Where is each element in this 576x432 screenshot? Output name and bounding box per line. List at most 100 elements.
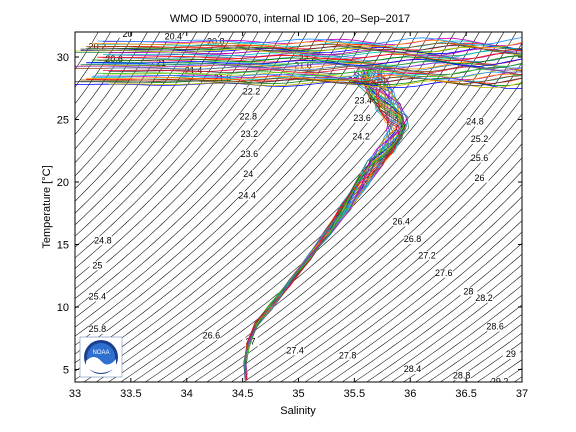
contour-label-background — [471, 153, 489, 163]
surface-profile-line — [91, 71, 522, 80]
contour-label-background — [471, 135, 489, 144]
surface-profile-line — [75, 46, 522, 56]
density-contour-line — [366, 264, 522, 382]
contour-label: 27.4 — [286, 345, 304, 355]
y-tick-label: 20 — [57, 177, 69, 189]
contour-label-background — [240, 112, 258, 122]
density-contour-line — [280, 183, 522, 382]
surface-profile-line — [97, 37, 522, 46]
density-contour-line — [75, 32, 333, 309]
contour-label: 25.8 — [89, 324, 107, 334]
contour-label-background — [354, 113, 372, 123]
contour-label-background — [404, 235, 422, 244]
density-contour-line — [391, 284, 522, 382]
contour-label: 20.6 — [105, 54, 123, 64]
y-axis-label: Temperature [°C] — [41, 165, 53, 248]
contour-label: 28.4 — [404, 364, 422, 374]
ts-profile-line — [243, 68, 410, 375]
contour-label: 22.2 — [299, 53, 317, 63]
contour-label: 29 — [506, 349, 516, 359]
density-contour-line — [75, 32, 124, 105]
surface-profile-line — [86, 58, 522, 67]
contour-label-background — [241, 130, 259, 139]
surface-profile-line — [97, 69, 522, 78]
density-contour-line — [75, 32, 161, 150]
x-tick-label: 35 — [292, 388, 304, 400]
contour-label-background — [239, 191, 257, 201]
surface-profile-line — [108, 50, 522, 60]
density-contour-line — [108, 32, 468, 382]
density-contour-line — [231, 128, 522, 382]
contour-label: 22.8 — [239, 112, 257, 122]
contour-label-background — [106, 55, 124, 64]
contour-label: 27.2 — [418, 250, 436, 260]
density-contour-line — [317, 220, 522, 382]
density-contour-line — [75, 32, 136, 121]
contour-label-background — [214, 73, 232, 83]
contour-label: 23.6 — [241, 149, 259, 159]
contour-label-background — [287, 346, 305, 356]
contour-label: 26.8 — [404, 234, 422, 244]
density-contour-line — [268, 170, 522, 382]
density-contour-line — [75, 32, 357, 328]
x-tick-label: 34 — [181, 388, 193, 400]
density-contour-line — [157, 32, 517, 382]
y-tick-label: 15 — [57, 240, 69, 252]
contour-label-background — [355, 96, 373, 106]
density-contour-line — [75, 32, 148, 136]
contour-label: 20.8 — [207, 37, 225, 47]
contour-label: 20 — [123, 29, 133, 39]
chart-title: WMO ID 5900070, internal ID 106, 20–Sep–… — [170, 13, 410, 25]
density-contour-line — [75, 32, 320, 299]
contour-label: 25.6 — [471, 153, 489, 163]
contour-label-background — [94, 236, 112, 246]
density-contour-line — [403, 294, 522, 382]
contour-label: 24.4 — [238, 190, 256, 200]
svg-text:NOAA: NOAA — [92, 350, 109, 356]
density-contour-line — [219, 113, 522, 382]
contour-label-background — [435, 268, 453, 278]
contour-label: 28 — [463, 287, 473, 297]
contour-label-background — [453, 371, 471, 381]
contour-label: 24.8 — [466, 117, 484, 127]
contour-label: 26 — [475, 173, 485, 183]
contour-label: 25.2 — [471, 134, 489, 144]
ts-profile-line — [244, 66, 404, 377]
density-contour-line — [169, 42, 522, 382]
contour-label: 23.6 — [353, 113, 371, 123]
contour-label-background — [502, 350, 520, 359]
density-contour-line — [341, 242, 522, 382]
surface-profile-line — [86, 44, 522, 53]
contour-label: 21.4 — [185, 65, 203, 75]
surface-profile-line — [102, 66, 522, 76]
density-contour-line — [75, 32, 394, 355]
contour-label-background — [165, 32, 183, 42]
contour-label-background — [241, 150, 259, 159]
density-contour-line — [75, 32, 345, 319]
density-contour-line — [329, 231, 522, 382]
contour-label-background — [89, 325, 107, 334]
surface-profile-line — [86, 42, 522, 51]
surface-profile-line — [86, 73, 522, 83]
density-contour-line — [83, 32, 443, 382]
contour-label-background — [353, 132, 371, 142]
density-contour-line — [75, 32, 271, 259]
contour-label-background — [471, 173, 489, 183]
contour-label-background — [487, 322, 505, 332]
density-contour-line — [255, 157, 522, 382]
surface-profile-line — [91, 58, 522, 67]
contour-label-background — [393, 217, 411, 227]
x-tick-label: 36 — [404, 388, 416, 400]
surface-profile-line — [102, 50, 522, 59]
surface-profile-line — [80, 75, 522, 85]
density-contour-line — [75, 32, 210, 202]
density-contour-line — [75, 32, 382, 346]
contour-label: 24.2 — [352, 132, 370, 142]
y-tick-label: 30 — [57, 52, 69, 64]
contour-label-background — [404, 365, 422, 374]
x-axis-label: Salinity — [280, 405, 316, 417]
contour-label-background — [339, 351, 357, 361]
surface-profile-line — [75, 47, 522, 57]
density-contour-line — [378, 274, 522, 382]
x-tick-label: 33 — [69, 388, 81, 400]
